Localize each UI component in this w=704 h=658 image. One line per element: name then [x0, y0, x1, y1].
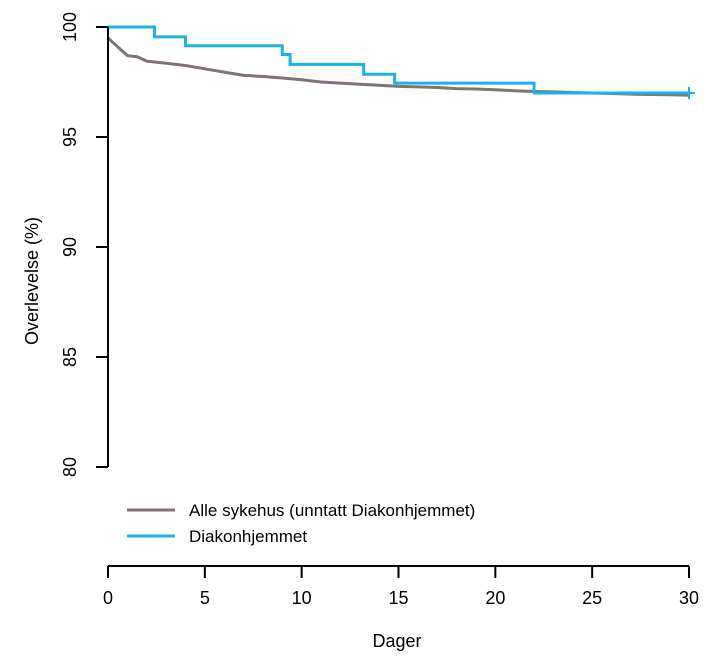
- x-tick-label: 0: [103, 588, 113, 608]
- x-tick-label: 30: [679, 588, 699, 608]
- y-axis: 80 85 90 95 100: [60, 12, 109, 477]
- x-tick-label: 25: [582, 588, 602, 608]
- x-tick-label: 20: [485, 588, 505, 608]
- x-tick-label: 15: [388, 588, 408, 608]
- legend: Alle sykehus (unntatt Diakonhjemmet) Dia…: [127, 501, 475, 546]
- y-tick-label: 100: [60, 12, 80, 42]
- legend-label-diakonhjemmet: Diakonhjemmet: [189, 527, 307, 546]
- y-tick-label: 80: [60, 457, 80, 477]
- y-tick-label: 95: [60, 127, 80, 147]
- x-tick-label: 10: [292, 588, 312, 608]
- y-axis-title: Overlevelse (%): [22, 217, 42, 345]
- legend-label-all-hospitals: Alle sykehus (unntatt Diakonhjemmet): [189, 501, 475, 520]
- x-axis-title: Dager: [372, 631, 421, 651]
- plot-area: [106, 25, 695, 99]
- series-line-1: [108, 25, 689, 95]
- y-tick-label: 85: [60, 347, 80, 367]
- y-tick-label: 90: [60, 237, 80, 257]
- x-axis: 0 5 10 15 20 25 30: [103, 565, 699, 608]
- x-tick-label: 5: [200, 588, 210, 608]
